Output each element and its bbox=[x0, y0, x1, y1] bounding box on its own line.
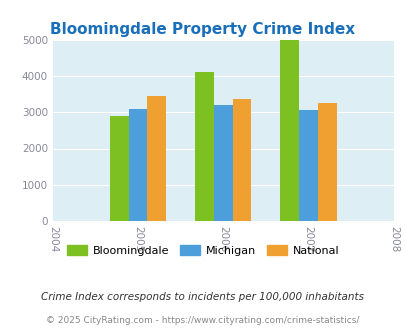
Bar bbox=[128, 109, 147, 221]
Bar bbox=[317, 103, 336, 221]
Bar bbox=[195, 72, 213, 221]
Text: Bloomingdale Property Crime Index: Bloomingdale Property Crime Index bbox=[50, 22, 355, 37]
Bar bbox=[280, 40, 298, 221]
Bar bbox=[110, 116, 128, 221]
Legend: Bloomingdale, Michigan, National: Bloomingdale, Michigan, National bbox=[62, 241, 343, 260]
Bar bbox=[298, 110, 317, 221]
Text: © 2025 CityRating.com - https://www.cityrating.com/crime-statistics/: © 2025 CityRating.com - https://www.city… bbox=[46, 315, 359, 325]
Bar bbox=[232, 99, 251, 221]
Bar bbox=[147, 96, 166, 221]
Bar bbox=[213, 105, 232, 221]
Text: Crime Index corresponds to incidents per 100,000 inhabitants: Crime Index corresponds to incidents per… bbox=[41, 292, 364, 302]
